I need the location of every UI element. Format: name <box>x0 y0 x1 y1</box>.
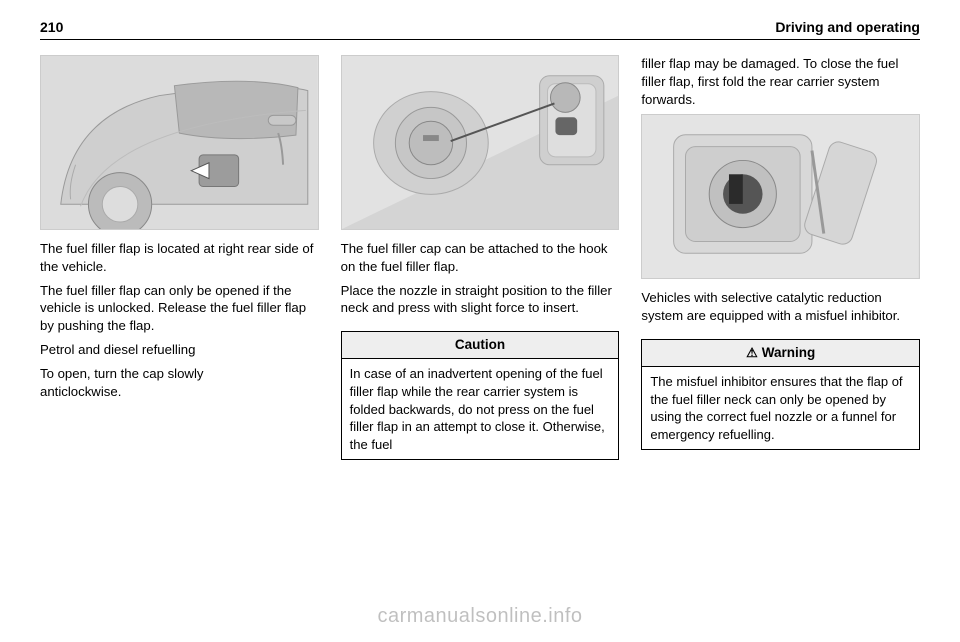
car-fuel-flap-illustration <box>41 56 318 229</box>
watermark: carmanualsonline.info <box>0 605 960 628</box>
page: 210 Driving and operating <box>0 0 960 642</box>
fuel-cap-key-illustration <box>342 56 619 229</box>
columns: The fuel filler flap is located at right… <box>40 55 920 582</box>
page-header: 210 Driving and operating <box>40 18 920 40</box>
warning-title: ⚠ Warning <box>642 340 919 367</box>
col3-text-1: filler flap may be damaged. To close the… <box>641 55 920 108</box>
column-1: The fuel filler flap is located at right… <box>40 55 319 582</box>
warning-title-text: Warning <box>762 344 816 362</box>
caution-box: Caution In case of an inadvertent openin… <box>341 331 620 460</box>
col1-text-3-line1: Petrol and diesel refuelling <box>40 341 319 359</box>
image-capless-filler <box>641 114 920 279</box>
column-3: filler flap may be damaged. To close the… <box>641 55 920 582</box>
warning-box: ⚠ Warning The misfuel inhibitor ensures … <box>641 339 920 450</box>
col3-text-2: Vehicles with selective catalytic reduct… <box>641 289 920 325</box>
col1-text-2: The fuel filler flap can only be opened … <box>40 282 319 335</box>
warning-body: The misfuel inhibitor ensures that the f… <box>642 367 919 449</box>
col1-text-3-line3: anticlockwise. <box>40 383 319 401</box>
col1-text-3-line2: To open, turn the cap slowly <box>40 365 319 383</box>
image-fuel-cap-key <box>341 55 620 230</box>
caution-body: In case of an inadvertent opening of the… <box>342 359 619 459</box>
capless-filler-illustration <box>642 115 919 278</box>
section-title: Driving and operating <box>775 19 920 35</box>
image-fuel-flap-exterior <box>40 55 319 230</box>
caution-text: In case of an inadvertent opening of the… <box>350 365 611 453</box>
col2-text-2: Place the nozzle in straight position to… <box>341 282 620 318</box>
page-number: 210 <box>40 19 63 35</box>
warning-icon: ⚠ <box>746 344 758 362</box>
warning-text: The misfuel inhibitor ensures that the f… <box>650 373 911 443</box>
col1-text-1: The fuel filler flap is located at right… <box>40 240 319 276</box>
caution-title: Caution <box>342 332 619 359</box>
column-2: The fuel filler cap can be attached to t… <box>341 55 620 582</box>
col2-text-1: The fuel filler cap can be attached to t… <box>341 240 620 276</box>
